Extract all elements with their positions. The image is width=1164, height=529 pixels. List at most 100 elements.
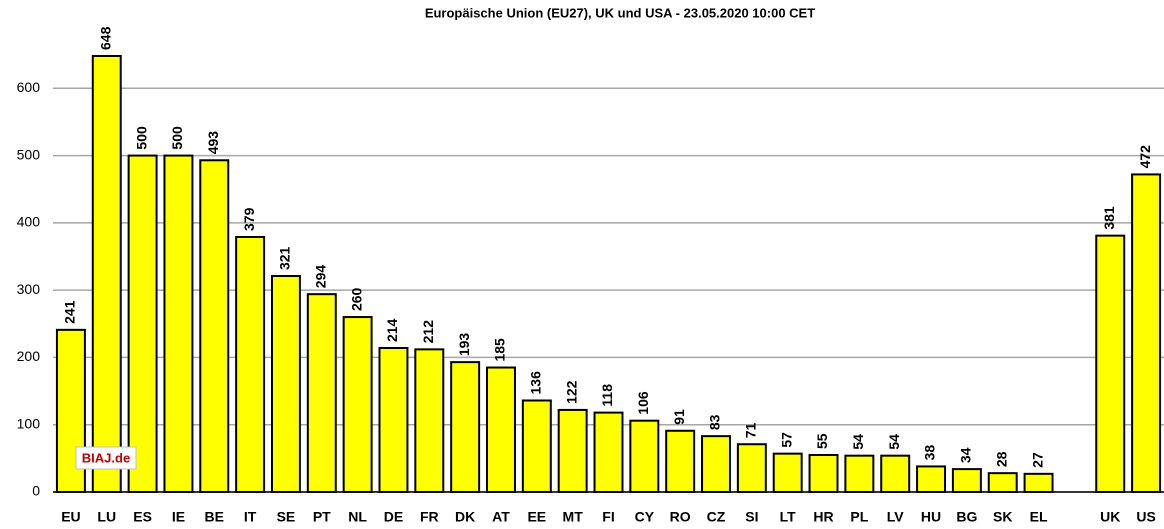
bar [593,411,624,493]
value-label: 91 [671,409,687,425]
chart-title: Europäische Union (EU27), UK und USA - 2… [425,5,815,20]
y-tick-label: 200 [17,348,41,364]
value-label: 241 [62,300,78,324]
x-tick-label: IE [172,509,185,525]
x-tick-label: CY [635,509,655,525]
value-label: 648 [97,26,113,50]
x-tick-label: SK [993,509,1012,525]
bar [91,54,122,493]
x-tick-label: SE [277,509,296,525]
x-tick-label: ES [133,509,152,525]
bar [808,453,839,493]
value-label: 71 [743,422,759,438]
x-tick-label: LV [887,509,905,525]
bar [987,472,1018,494]
x-tick-label: SI [745,509,758,525]
value-label: 118 [599,384,615,407]
value-label: 500 [133,126,149,150]
value-label: 27 [1029,452,1045,468]
x-tick-label: LT [780,509,797,525]
bar [199,159,230,493]
bar [235,235,266,493]
y-tick-label: 0 [32,483,40,499]
x-tick-label: PL [850,509,868,525]
value-label: 55 [814,433,830,449]
x-tick-label: LU [97,509,116,525]
bar [736,443,767,493]
x-tick-label: MT [563,509,584,525]
x-tick-label: PT [313,509,331,525]
value-label: 54 [886,434,902,450]
x-tick-label: DE [384,509,403,525]
value-label: 294 [312,265,328,289]
watermark: BIAJ.de [82,450,130,465]
bar [127,154,158,493]
bar [1023,472,1054,493]
x-tick-label: UK [1100,509,1120,525]
y-tick-label: 100 [17,415,41,431]
x-tick-label: RO [670,509,691,525]
value-label: 379 [241,207,257,231]
value-label: 193 [456,333,472,357]
value-label: 136 [528,371,544,395]
value-label: 212 [420,320,436,344]
bar [414,348,445,493]
bar [844,454,875,493]
x-tick-label: FR [420,509,439,525]
bar [486,366,516,493]
bar [701,435,731,494]
bar [1095,234,1126,494]
x-tick-label: EE [527,509,546,525]
value-label: 500 [169,126,185,150]
x-tick-label: IT [244,509,257,525]
value-label: 28 [993,451,1009,467]
value-label: 106 [635,391,651,415]
y-tick-label: 300 [17,281,41,297]
x-tick-label: HU [921,509,941,525]
bar [916,465,947,493]
x-tick-label: BE [205,509,224,525]
value-label: 57 [778,432,794,448]
bar [951,468,982,494]
x-tick-label: AT [492,509,510,525]
bar [521,399,552,493]
value-label: 493 [205,131,221,155]
value-label: 54 [850,434,866,450]
value-label: 321 [277,246,293,270]
value-label: 185 [492,338,508,362]
bar [378,347,409,493]
x-tick-label: CZ [707,509,726,525]
bar [557,408,588,494]
value-label: 381 [1101,206,1117,230]
value-label: 38 [922,445,938,461]
y-tick-label: 500 [17,146,41,162]
y-tick-label: 600 [17,79,41,95]
bar [1131,173,1162,493]
bar [629,419,660,494]
bar [163,154,194,493]
value-label: 34 [958,447,974,463]
x-tick-label: BG [956,509,977,525]
bar [450,361,481,494]
bar [306,293,337,493]
value-label: 260 [348,287,364,311]
watermark-box [75,446,137,470]
x-tick-label: NL [348,509,367,525]
bar [772,452,803,494]
bar [270,275,301,493]
x-tick-label: FI [602,509,614,525]
x-tick-label: EU [61,509,80,525]
bar [880,454,911,493]
x-tick-label: US [1136,509,1155,525]
x-tick-label: EL [1030,509,1048,525]
value-label: 472 [1137,145,1153,169]
value-label: 214 [384,318,400,342]
x-tick-label: HR [813,509,833,525]
x-tick-label: DK [455,509,475,525]
bar [665,429,696,493]
y-tick-label: 400 [17,214,41,230]
value-label: 122 [563,380,579,404]
bar [342,316,373,493]
value-label: 83 [707,414,723,430]
